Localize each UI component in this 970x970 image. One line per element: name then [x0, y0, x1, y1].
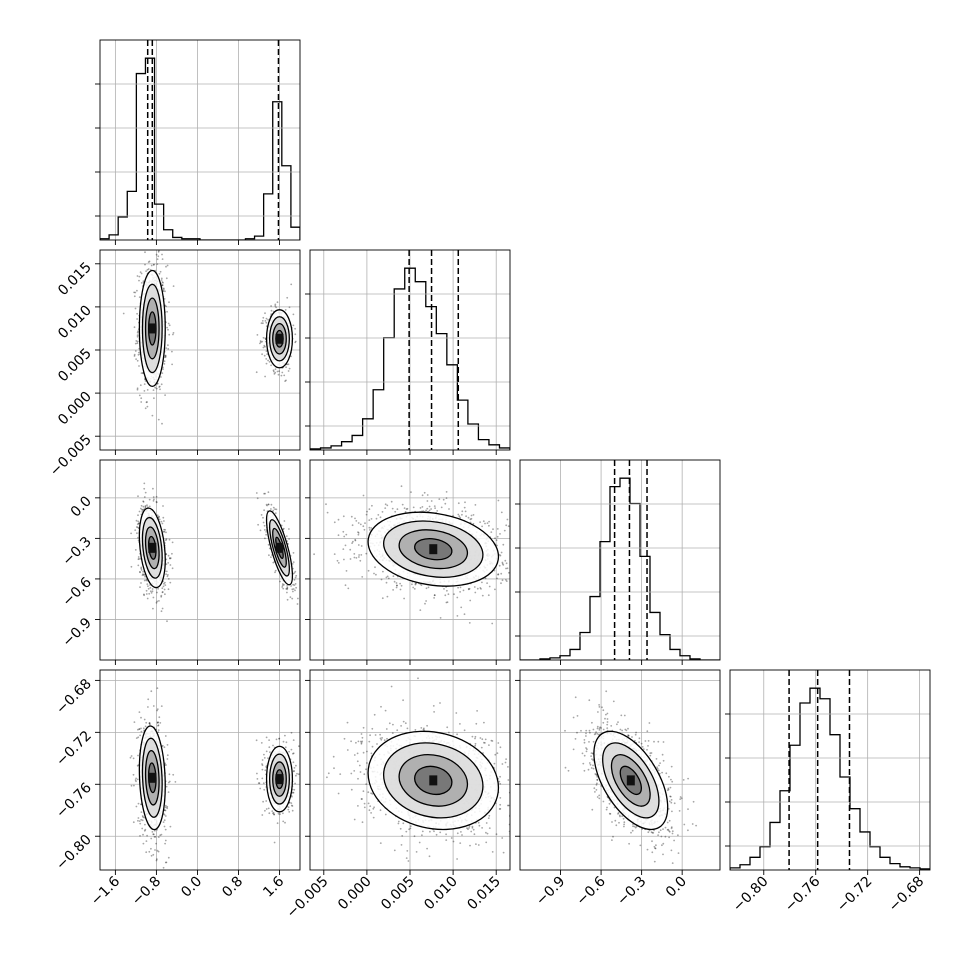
panel-1-1	[305, 249, 511, 455]
x-tick-label: −1.6	[88, 873, 123, 908]
contour-peak	[275, 333, 284, 344]
y-tick-label: −0.6	[59, 574, 94, 609]
panel-frame	[99, 39, 301, 241]
x-tick-label: 0.005	[378, 874, 418, 914]
x-tick-label: −0.80	[730, 874, 772, 916]
y-tick-label: 0.0	[68, 493, 95, 520]
panel-frame	[729, 669, 931, 871]
panel-frame	[99, 669, 301, 871]
y-tick-label: −0.005	[47, 432, 95, 480]
panel-frame	[519, 459, 721, 661]
histogram-step	[730, 687, 930, 870]
x-tick-label: −0.72	[834, 874, 876, 916]
x-tick-label: 0.015	[464, 874, 504, 914]
contour-peak	[275, 542, 284, 553]
panel-frame	[99, 459, 301, 661]
x-tick-label: 1.6	[260, 873, 287, 900]
x-tick-label: 0.8	[219, 874, 246, 901]
histogram-step	[310, 267, 510, 450]
contour-peak	[148, 772, 157, 783]
x-tick-label: −0.6	[574, 873, 609, 908]
x-tick-label: −0.3	[614, 874, 649, 909]
y-tick-label: 0.010	[55, 302, 95, 342]
x-tick-label: 0.0	[663, 874, 690, 901]
contour-peak	[148, 323, 157, 334]
panel-2-0: −0.9 −0.6 −0.3 0.0	[59, 459, 301, 665]
y-tick-label: 0.005	[55, 346, 95, 386]
y-tick-label: −0.9	[59, 615, 94, 650]
contour-peak	[429, 544, 438, 555]
contour-peak	[275, 774, 284, 785]
panel-3-1: −0.005 0.000 0.005 0.010 0.015	[284, 669, 511, 922]
panel-3-0: −1.6 −0.8 0.0 0.8 1.6 −0.80 −0.76 −0.72 −0.68	[53, 669, 301, 909]
contour-peak	[148, 542, 157, 553]
panel-0-0	[95, 39, 301, 245]
y-tick-label: −0.76	[53, 780, 95, 822]
y-tick-label: −0.80	[53, 832, 95, 874]
panel-2-2	[515, 459, 721, 665]
x-tick-label: 0.0	[178, 874, 205, 901]
y-tick-label: 0.015	[55, 259, 95, 299]
panel-3-3: −0.80 −0.76 −0.72 −0.68	[725, 669, 931, 916]
x-tick-label: 0.010	[421, 874, 461, 914]
x-tick-label: 0.000	[335, 874, 375, 914]
y-tick-label: −0.68	[53, 676, 95, 718]
y-tick-label: 0.000	[55, 389, 95, 429]
x-tick-label: −0.68	[886, 874, 928, 916]
contour-peak	[429, 775, 438, 786]
panel-3-2: −0.9 −0.6 −0.3 0.0	[515, 669, 721, 909]
x-tick-label: −0.76	[782, 873, 824, 915]
y-tick-label: −0.72	[53, 728, 95, 770]
contour-peak	[626, 775, 635, 786]
histogram-step	[520, 477, 720, 660]
x-tick-label: −0.9	[533, 874, 568, 909]
histogram-step	[100, 57, 300, 240]
panel-2-1	[305, 459, 511, 665]
panel-frame	[519, 669, 721, 871]
x-tick-label: −0.8	[129, 874, 164, 909]
x-tick-label: −0.005	[284, 874, 332, 922]
y-tick-label: −0.3	[59, 534, 94, 569]
